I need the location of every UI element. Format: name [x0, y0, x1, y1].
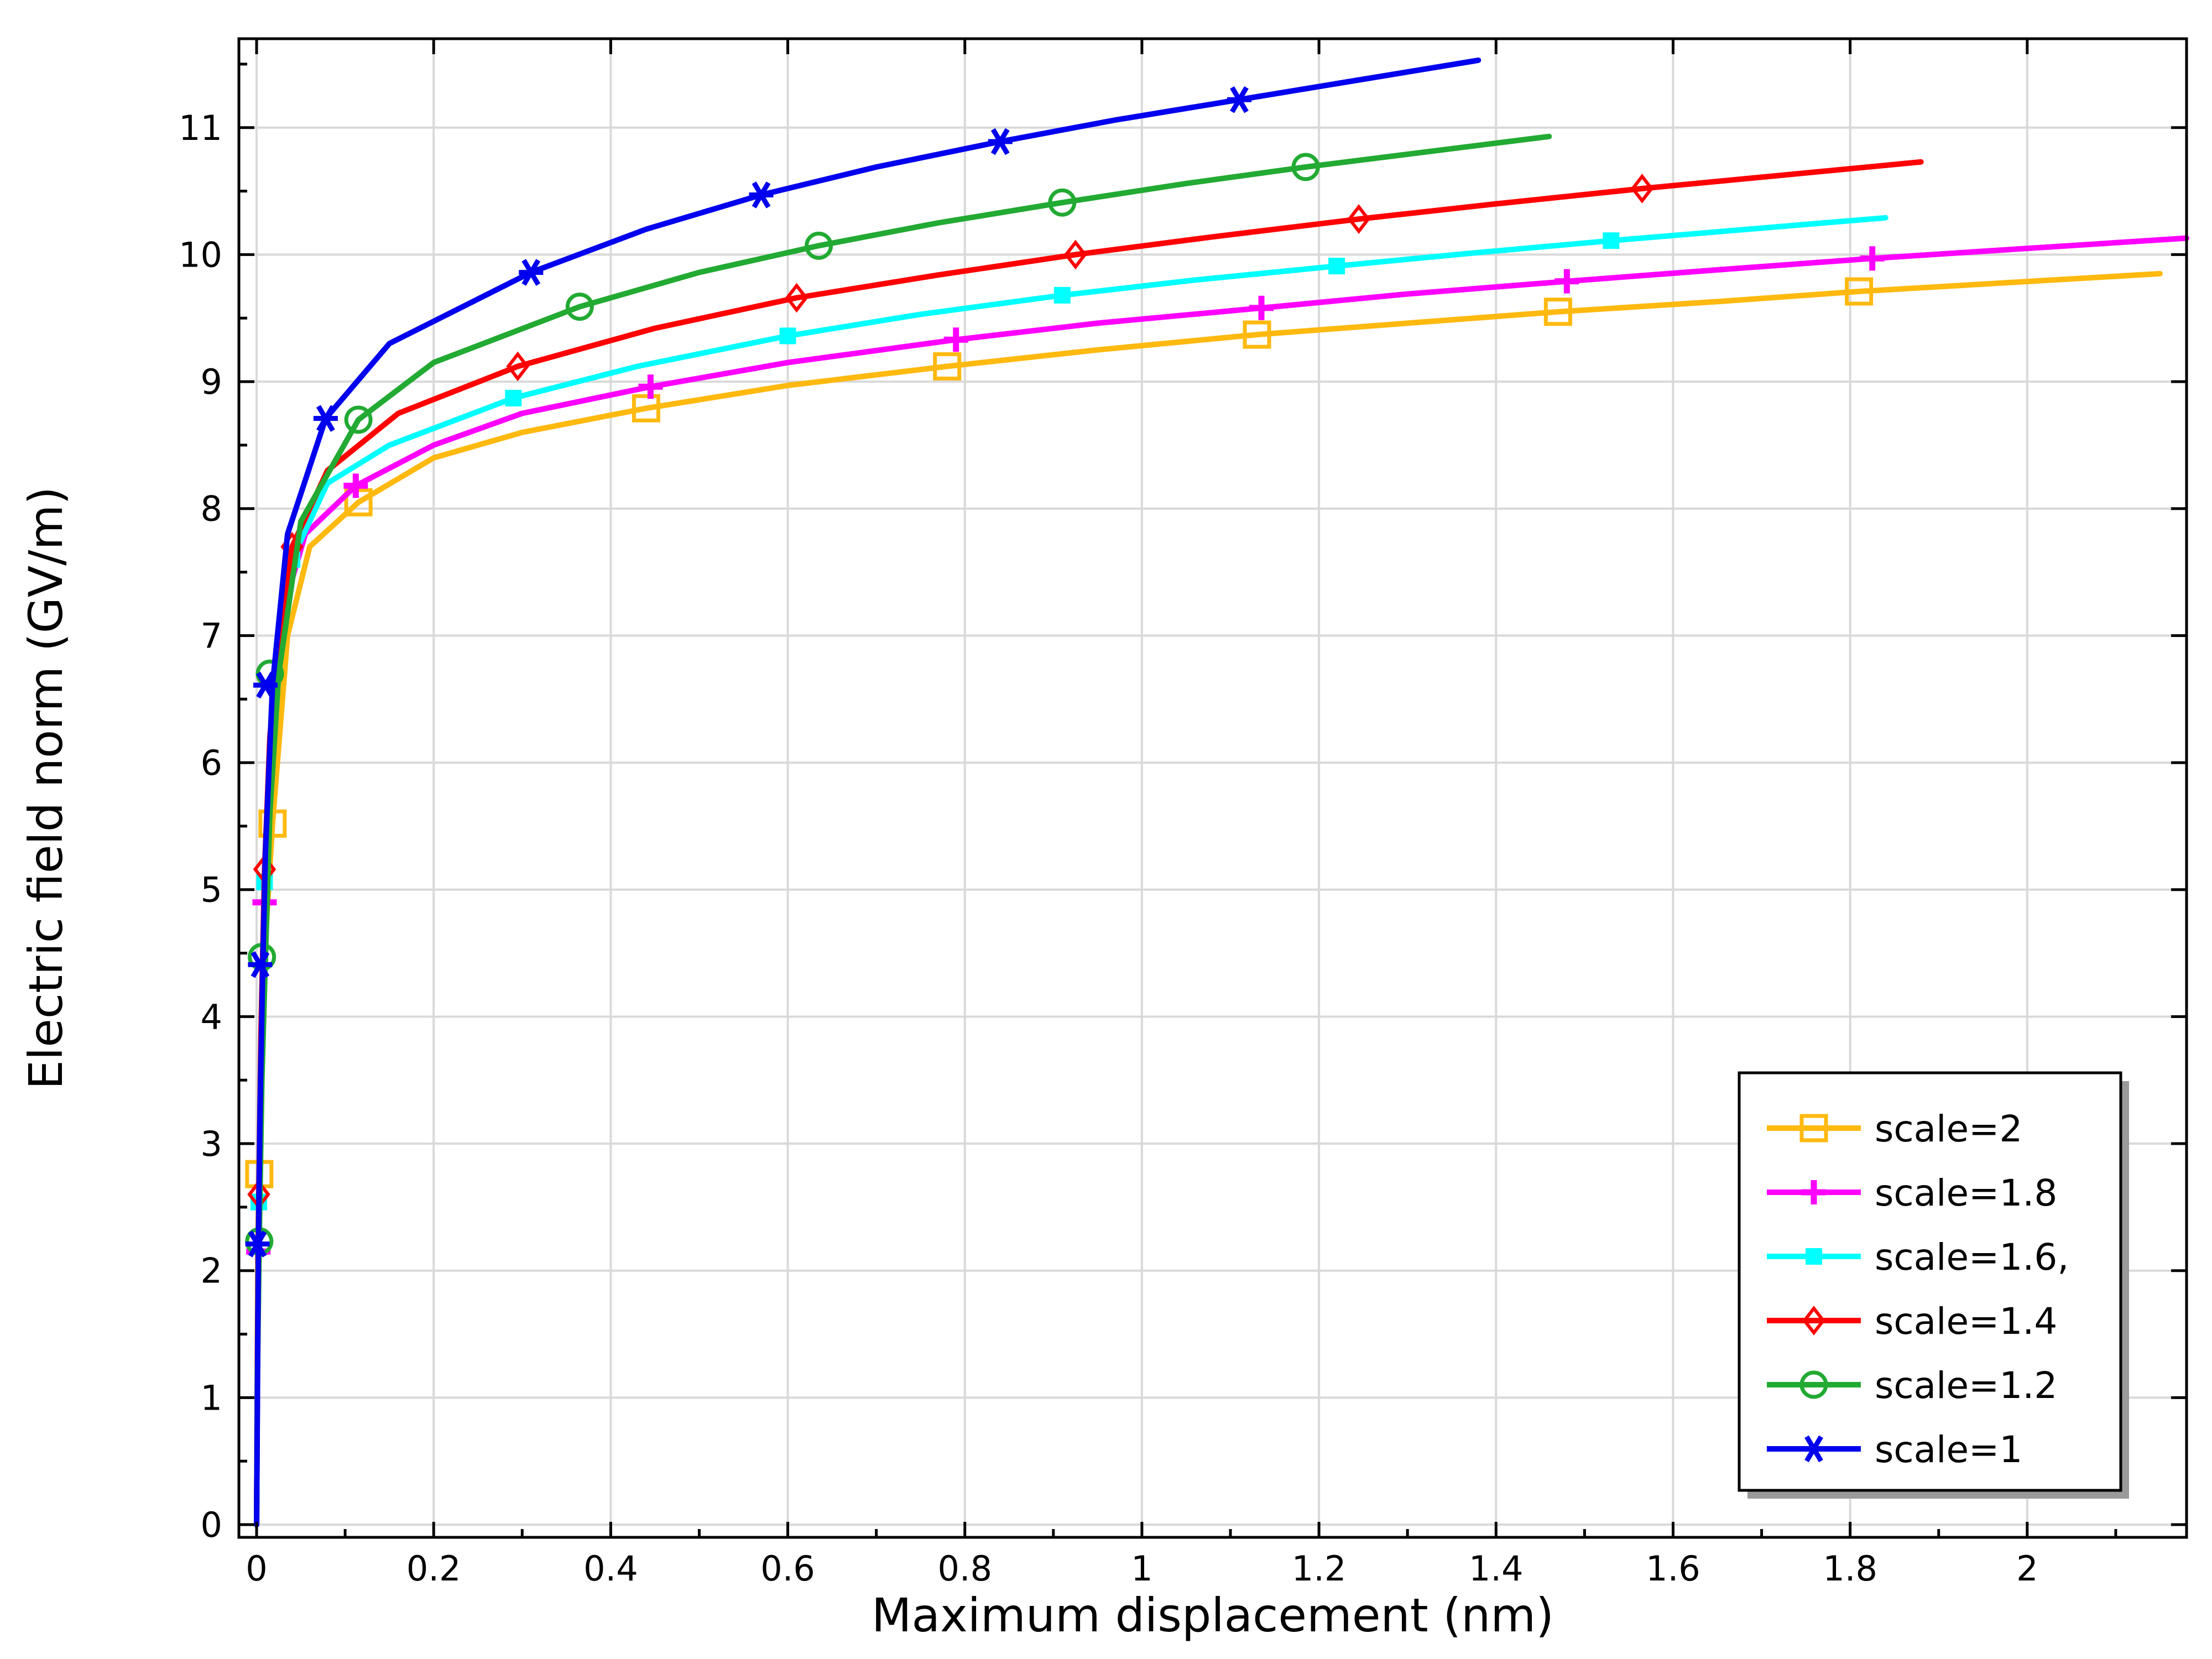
- data-point: [1243, 320, 1271, 349]
- data-point: [248, 951, 273, 978]
- data-point: [1048, 188, 1077, 217]
- data-point: [519, 259, 544, 286]
- y-tick-label: 0: [201, 1505, 222, 1545]
- legend-entry: scale=1.4: [1767, 1300, 2057, 1343]
- legend-label: scale=1.2: [1875, 1364, 2057, 1407]
- legend-marker: [1799, 1114, 1828, 1142]
- data-point: [1630, 174, 1654, 204]
- axis-ticks: [239, 39, 2187, 1537]
- data-point: [779, 327, 796, 345]
- x-tick-label: 1.2: [1292, 1548, 1347, 1589]
- data-point: [1249, 295, 1274, 320]
- y-tick-label: 11: [179, 108, 222, 148]
- data-point: [313, 405, 338, 432]
- data-point: [1860, 246, 1885, 271]
- data-point: [1347, 204, 1370, 234]
- series-line: [254, 215, 1888, 1527]
- legend-entry: scale=1.2: [1767, 1364, 2057, 1407]
- x-tick-label: 0.2: [406, 1548, 461, 1589]
- data-point: [1554, 269, 1579, 294]
- x-tick-label: 2: [2016, 1548, 2038, 1589]
- data-point: [253, 671, 278, 699]
- series-line: [254, 58, 1481, 1527]
- data-point: [638, 374, 663, 399]
- tick-labels: 0 0.2 0.4 0.6 0.8 1 1.2 1.4 1.6 1.8 2 0 1 2 3 4 5 6 7 8 9 10 1…: [179, 108, 2038, 1589]
- x-tick-label: 1: [1131, 1548, 1152, 1589]
- data-point: [1845, 277, 1874, 306]
- data-point: [506, 351, 530, 382]
- legend-box: [1738, 1071, 2122, 1492]
- data-point: [344, 405, 373, 434]
- legend-marker: [1806, 1248, 1822, 1265]
- data-point: [1291, 153, 1320, 181]
- data-point: [943, 327, 968, 352]
- y-tick-label: 6: [201, 743, 222, 783]
- legend-entry: scale=1: [1767, 1428, 2022, 1471]
- data-point: [1227, 86, 1252, 113]
- y-tick-label: 8: [201, 489, 222, 529]
- data-point: [749, 181, 774, 208]
- series-scale-1.6-: [251, 215, 1888, 1527]
- plot-series: [245, 58, 2189, 1527]
- y-tick-label: 10: [179, 234, 222, 275]
- legend-entries: scale=2 scale=1.8 scale=1.6, scale=1.4 scale…: [1767, 1108, 2069, 1471]
- data-point: [805, 231, 833, 260]
- legend-marker: [1802, 1180, 1826, 1204]
- data-point: [343, 473, 368, 498]
- y-tick-label: 9: [201, 362, 222, 402]
- y-tick-label: 7: [201, 615, 222, 656]
- series-scale-1.2: [245, 133, 1552, 1527]
- legend-label: scale=1: [1875, 1428, 2022, 1471]
- x-tick-label: 0.4: [583, 1548, 638, 1589]
- series-scale-1.4: [247, 159, 1924, 1527]
- data-point: [632, 394, 660, 422]
- legend-marker: [1802, 1435, 1826, 1463]
- data-point: [505, 389, 522, 406]
- data-point: [988, 128, 1013, 155]
- y-axis-label: Electric field norm (GV/m): [19, 487, 73, 1089]
- legend-label: scale=1.6,: [1875, 1236, 2069, 1279]
- legend-label: scale=2: [1875, 1108, 2022, 1150]
- legend-entry: scale=1.8: [1767, 1172, 2057, 1214]
- data-point: [1543, 298, 1572, 326]
- x-tick-label: 0: [246, 1548, 267, 1589]
- data-point: [933, 352, 962, 381]
- legend-label: scale=1.4: [1875, 1300, 2057, 1343]
- x-tick-label: 0.6: [760, 1548, 815, 1589]
- legend-marker: [1799, 1370, 1828, 1399]
- legend-marker: [1802, 1306, 1825, 1335]
- series-scale-1: [245, 58, 1481, 1527]
- legend-entry: scale=2: [1767, 1108, 2022, 1150]
- x-tick-label: 1.6: [1646, 1548, 1700, 1589]
- data-point: [565, 293, 594, 321]
- y-tick-label: 1: [201, 1378, 222, 1418]
- y-tick-label: 4: [201, 997, 222, 1037]
- y-tick-label: 5: [201, 870, 222, 910]
- x-axis-label: Maximum displacement (nm): [872, 1588, 1554, 1642]
- x-tick-label: 0.8: [937, 1548, 992, 1589]
- x-tick-label: 1.8: [1823, 1548, 1877, 1589]
- legend-entry: scale=1.6,: [1767, 1236, 2069, 1279]
- series-line: [254, 159, 1924, 1527]
- y-tick-label: 3: [201, 1124, 222, 1164]
- data-point: [245, 1230, 270, 1258]
- data-point: [1053, 286, 1071, 304]
- data-point: [1603, 232, 1620, 249]
- x-tick-label: 1.4: [1469, 1548, 1524, 1589]
- legend: scale=2 scale=1.8 scale=1.6, scale=1.4 scale…: [1738, 1071, 2129, 1499]
- plot-frame: [237, 37, 2188, 1539]
- data-point: [1064, 239, 1087, 270]
- data-point: [785, 283, 808, 313]
- legend-label: scale=1.8: [1875, 1172, 2057, 1214]
- data-point: [1328, 258, 1345, 275]
- y-tick-label: 2: [201, 1251, 222, 1291]
